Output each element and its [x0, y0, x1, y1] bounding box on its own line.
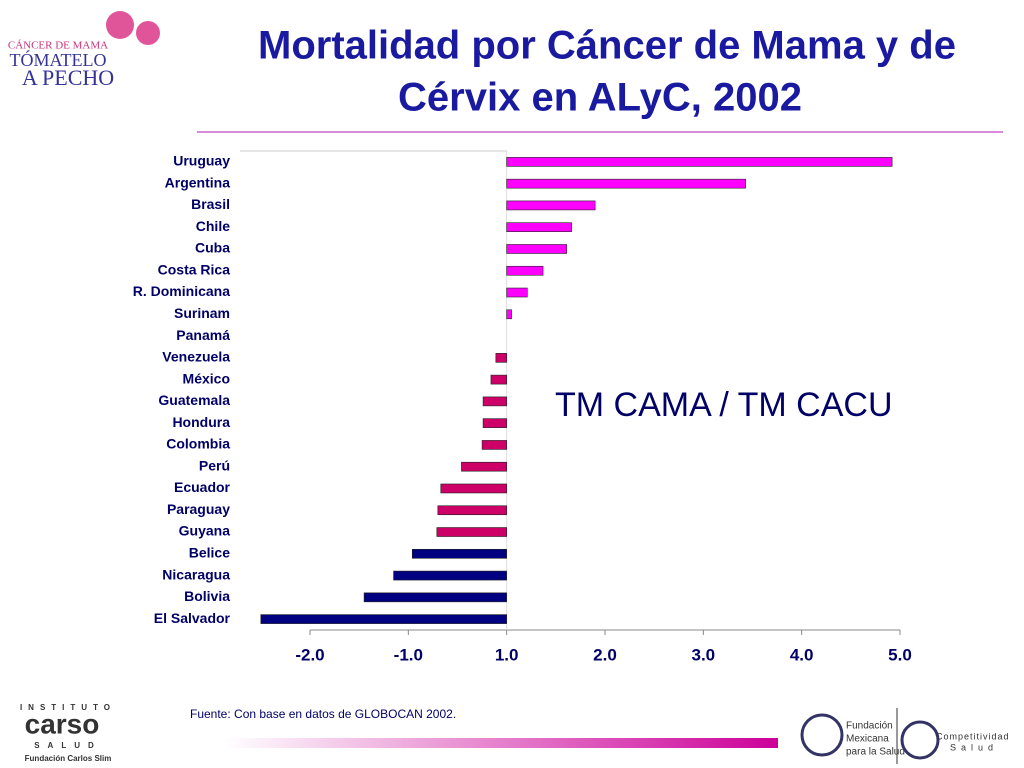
title-line: Cérvix en ALyC, 2002 [398, 76, 802, 120]
y-tick-label: Brasil [191, 196, 230, 212]
y-tick-label: Chile [196, 218, 230, 234]
y-tick-label: Guatemala [158, 392, 230, 408]
logo-text: Salud [950, 742, 998, 752]
y-tick-label: Paraguay [167, 501, 230, 517]
bar [363, 592, 507, 603]
bar [506, 265, 544, 276]
title-line: Mortalidad por Cáncer de Mama y de [258, 24, 956, 68]
y-tick-label: R. Dominicana [133, 283, 230, 299]
bar [437, 505, 507, 516]
bar [506, 200, 596, 211]
y-tick-label: Hondura [172, 414, 230, 430]
bar [440, 483, 507, 494]
logo-text: CÁNCER DE MAMA [8, 40, 108, 52]
y-tick-label: Bolivia [184, 588, 230, 604]
annotation: TM CAMA / TM CACU [555, 386, 893, 424]
x-tick-label: 4.0 [790, 645, 814, 664]
x-tick-label: 5.0 [888, 645, 912, 664]
logo-bottom-right: Fundación Mexicana para la Salud Competi… [800, 708, 1010, 764]
y-tick-label: Guyana [179, 523, 231, 539]
logo-text: Fundación [846, 721, 893, 732]
flower [106, 11, 134, 39]
y-tick-label: Panamá [176, 327, 230, 343]
y-tick-label: Venezuela [162, 349, 230, 365]
gradient-bar [225, 738, 778, 748]
logo-mark [900, 720, 940, 760]
logo-text: TÓMATELO [10, 49, 107, 70]
logo-text: INSTITUTO [20, 703, 116, 712]
bar [506, 222, 572, 233]
logo-text: Fundación Carlos Slim [25, 754, 112, 763]
x-tick-label: -2.0 [295, 645, 324, 664]
x-tick-label: 2.0 [593, 645, 617, 664]
bar [506, 287, 528, 298]
bar [495, 353, 507, 363]
flower [136, 21, 160, 45]
x-tick-label: -1.0 [394, 645, 423, 664]
bar [481, 440, 507, 450]
bar [393, 570, 507, 581]
x-tick-label: 3.0 [692, 645, 716, 664]
y-tick-label: Nicaragua [162, 566, 230, 582]
logo-text: para la Salud [846, 747, 905, 758]
logo-mark [800, 713, 844, 757]
bar [490, 374, 507, 385]
y-tick-label: Surinam [174, 305, 230, 321]
bar [506, 309, 512, 320]
x-tick-label: 1.0 [495, 645, 519, 664]
logo-text: carso [25, 708, 100, 739]
bar [506, 244, 567, 254]
bar [482, 418, 507, 428]
y-tick-label: Colombia [166, 436, 230, 452]
y-tick-label: México [183, 370, 230, 386]
y-tick-label: Ecuador [174, 479, 231, 495]
source: Fuente: Con base en datos de GLOBOCAN 20… [190, 707, 456, 721]
logo-text: SALUD [34, 741, 102, 750]
bar [260, 614, 507, 624]
y-tick-label: Uruguay [173, 153, 230, 169]
y-tick-label: Costa Rica [158, 261, 231, 277]
y-tick-label: Argentina [165, 174, 231, 190]
logo-text: Mexicana [846, 734, 889, 745]
bar [461, 461, 507, 472]
logo-top-left: CÁNCER DE MAMA TÓMATELO A PECHO [8, 11, 160, 90]
bar [482, 396, 507, 407]
y-tick-label: El Salvador [154, 610, 231, 626]
y-tick-label: Belice [189, 544, 230, 560]
bar [506, 157, 893, 167]
logo-text: A PECHO [22, 65, 114, 90]
y-tick-label: Perú [199, 457, 230, 473]
bar [436, 527, 507, 537]
bar [506, 178, 746, 189]
logo-text: Competitividad [936, 731, 1010, 741]
bar [411, 548, 507, 559]
y-tick-label: Cuba [195, 240, 230, 256]
logo-bottom-left: INSTITUTO carso SALUD Fundación Carlos S… [20, 703, 116, 763]
